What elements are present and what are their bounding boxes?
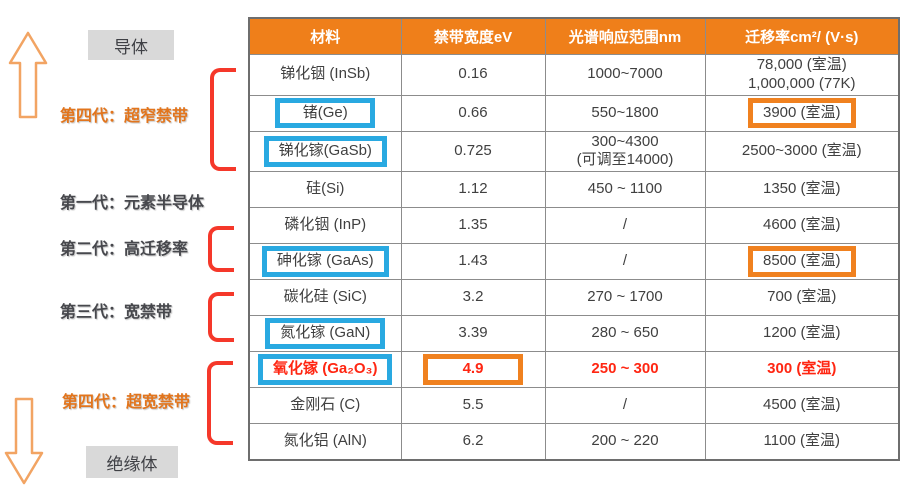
bandgap-cell: 0.16 xyxy=(400,54,546,96)
table-row: 砷化镓 (GaAs) 1.43/ 8500 (室温) xyxy=(248,243,900,280)
bandgap-cell: 3.39 xyxy=(400,315,546,352)
mobility-cell: 4500 (室温) xyxy=(704,387,900,424)
mobility-cell: 1100 (室温) xyxy=(704,423,900,461)
material-cell: 氮化铝 (AlN) xyxy=(248,423,402,461)
mobility-cell: 1350 (室温) xyxy=(704,171,900,208)
material-cell: 磷化铟 (InP) xyxy=(248,207,402,244)
spectral-cell: 250 ~ 300 xyxy=(544,351,706,388)
material-cell: 碳化硅 (SiC) xyxy=(248,279,402,316)
mobility-cell: 700 (室温) xyxy=(704,279,900,316)
table-row: 锑化镓(GaSb) 0.725 300~4300 (可调至14000) 2500~30… xyxy=(248,130,900,172)
header-row: 材料 禁带宽度eV 光谱响应范围nm 迁移率cm²/ (V·s) xyxy=(248,17,900,55)
material-cell: 硅(Si) xyxy=(248,171,402,208)
mobility-cell: 3900 (室温) xyxy=(704,94,900,132)
bandgap-cell: 3.2 xyxy=(400,279,546,316)
spectral-cell: / xyxy=(544,243,706,280)
generation-label-gen2: 第二代：高迁移率 xyxy=(60,241,189,258)
bracket-gen2 xyxy=(208,226,234,272)
material-cell: 氧化镓 (Ga₂O₃) xyxy=(248,351,402,388)
table-body: 锑化铟 (InSb) 0.16 1000~7000 78,000 (室温) 1,000… xyxy=(248,54,900,461)
mobility-cell: 4600 (室温) xyxy=(704,207,900,244)
material-cell: 锗(Ge) xyxy=(248,94,402,132)
header-material: 材料 xyxy=(248,17,402,55)
mobility-cell: 300 (室温) xyxy=(704,351,900,388)
bandgap-cell: 0.66 xyxy=(400,94,546,132)
down-arrow-icon xyxy=(4,397,44,485)
header-bandgap: 禁带宽度eV xyxy=(400,17,546,55)
blue-highlight-box: 氮化镓 (GaN) xyxy=(265,318,386,349)
table-row: 金刚石 (C) 5.5/4500 (室温) xyxy=(248,387,900,424)
orange-highlight-box: 3900 (室温) xyxy=(747,97,856,129)
material-cell: 金刚石 (C) xyxy=(248,387,402,424)
table-row: 氧化镓 (Ga₂O₃) 4.9 250 ~ 300 300 (室温) xyxy=(248,351,900,388)
material-cell: 砷化镓 (GaAs) xyxy=(248,243,402,280)
bandgap-cell: 5.5 xyxy=(400,387,546,424)
mobility-cell: 8500 (室温) xyxy=(704,243,900,280)
spectral-cell: / xyxy=(544,387,706,424)
conductor-label: 导体 xyxy=(88,30,174,60)
bandgap-cell: 1.35 xyxy=(400,207,546,244)
up-arrow-icon xyxy=(8,31,48,119)
generation-label-gen4-wide: 第四代：超宽禁带 xyxy=(62,394,191,411)
bandgap-cell: 1.43 xyxy=(400,243,546,280)
spectral-cell: / xyxy=(544,207,706,244)
bracket-gen4-wide xyxy=(207,361,233,445)
spectral-cell: 450 ~ 1100 xyxy=(544,171,706,208)
spectral-cell: 200 ~ 220 xyxy=(544,423,706,461)
bracket-gen3 xyxy=(208,292,234,342)
insulator-label: 绝缘体 xyxy=(86,446,178,478)
bandgap-cell: 1.12 xyxy=(400,171,546,208)
blue-highlight-box: 锑化镓(GaSb) xyxy=(263,135,387,167)
orange-highlight-box: 8500 (室温) xyxy=(747,246,856,277)
generation-label-gen3: 第三代：宽禁带 xyxy=(60,304,173,321)
spectral-cell: 280 ~ 650 xyxy=(544,315,706,352)
mobility-cell: 1200 (室温) xyxy=(704,315,900,352)
generation-label-gen4-narrow: 第四代：超窄禁带 xyxy=(60,108,189,125)
header-mobility: 迁移率cm²/ (V·s) xyxy=(704,17,900,55)
bandgap-cell: 4.9 xyxy=(400,351,546,388)
mobility-cell: 2500~3000 (室温) xyxy=(704,130,900,172)
blue-highlight-box: 锗(Ge) xyxy=(275,97,376,129)
table-row: 氮化铝 (AlN) 6.2 200 ~ 220 1100 (室温) xyxy=(248,423,900,461)
mobility-cell: 78,000 (室温) 1,000,000 (77K) xyxy=(704,54,900,96)
table-row: 硅(Si) 1.12 450 ~ 1100 1350 (室温) xyxy=(248,171,900,208)
material-cell: 氮化镓 (GaN) xyxy=(248,315,402,352)
spectral-cell: 270 ~ 1700 xyxy=(544,279,706,316)
blue-highlight-box: 砷化镓 (GaAs) xyxy=(261,246,389,277)
orange-highlight-box: 4.9 xyxy=(423,354,523,385)
spectral-cell: 1000~7000 xyxy=(544,54,706,96)
header-spectral: 光谱响应范围nm xyxy=(544,17,706,55)
bandgap-cell: 0.725 xyxy=(400,130,546,172)
table-row: 磷化铟 (InP) 1.35/4600 (室温) xyxy=(248,207,900,244)
blue-highlight-box: 氧化镓 (Ga₂O₃) xyxy=(258,354,393,385)
table-row: 氮化镓 (GaN) 3.39 280 ~ 650 1200 (室温) xyxy=(248,315,900,352)
table-row: 碳化硅 (SiC) 3.2 270 ~ 1700 700 (室温) xyxy=(248,279,900,316)
generation-label-gen1: 第一代：元素半导体 xyxy=(60,195,205,212)
table-row: 锑化铟 (InSb) 0.16 1000~7000 78,000 (室温) 1,000… xyxy=(248,54,900,96)
materials-table: 材料 禁带宽度eV 光谱响应范围nm 迁移率cm²/ (V·s) 锑化铟 (In… xyxy=(248,17,900,461)
table-row: 锗(Ge) 0.66 550~1800 3900 (室温) xyxy=(248,94,900,132)
spectral-cell: 550~1800 xyxy=(544,94,706,132)
bandgap-cell: 6.2 xyxy=(400,423,546,461)
material-cell: 锑化镓(GaSb) xyxy=(248,130,402,172)
bracket-gen4-narrow xyxy=(210,68,236,171)
spectral-cell: 300~4300 (可调至14000) xyxy=(544,130,706,172)
material-cell: 锑化铟 (InSb) xyxy=(248,54,402,96)
